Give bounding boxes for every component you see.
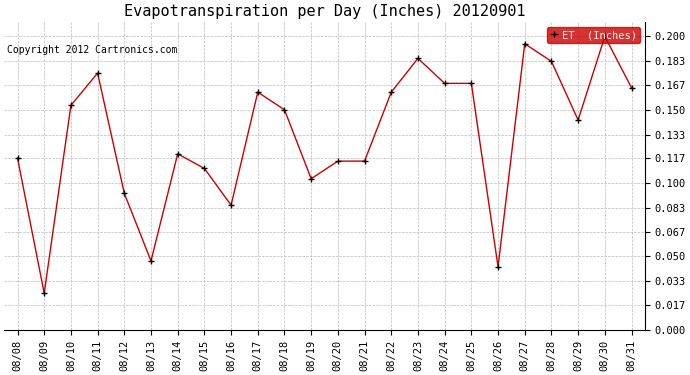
ET  (Inches) (40, 291, 48, 296)
ET  (Inches) (334, 159, 342, 164)
ET  (Inches) (174, 152, 182, 156)
ET  (Inches) (147, 259, 155, 263)
ET  (Inches) (520, 42, 529, 46)
Text: Copyright 2012 Cartronics.com: Copyright 2012 Cartronics.com (7, 45, 177, 55)
ET  (Inches) (93, 71, 101, 75)
ET  (Inches) (120, 191, 128, 196)
ET  (Inches) (254, 90, 262, 94)
ET  (Inches) (227, 203, 235, 207)
ET  (Inches) (13, 156, 21, 160)
Legend: ET  (Inches): ET (Inches) (547, 27, 640, 43)
ET  (Inches) (574, 118, 582, 122)
ET  (Inches) (280, 108, 288, 112)
ET  (Inches) (627, 86, 635, 90)
Title: Evapotranspiration per Day (Inches) 20120901: Evapotranspiration per Day (Inches) 2012… (124, 4, 525, 19)
ET  (Inches) (601, 34, 609, 39)
ET  (Inches) (467, 81, 475, 86)
ET  (Inches) (200, 166, 208, 171)
ET  (Inches) (414, 56, 422, 61)
ET  (Inches) (494, 264, 502, 269)
Line: ET  (Inches): ET (Inches) (14, 33, 635, 297)
ET  (Inches) (440, 81, 449, 86)
ET  (Inches) (360, 159, 368, 164)
ET  (Inches) (307, 177, 315, 181)
ET  (Inches) (387, 90, 395, 94)
ET  (Inches) (67, 103, 75, 108)
ET  (Inches) (547, 59, 555, 64)
